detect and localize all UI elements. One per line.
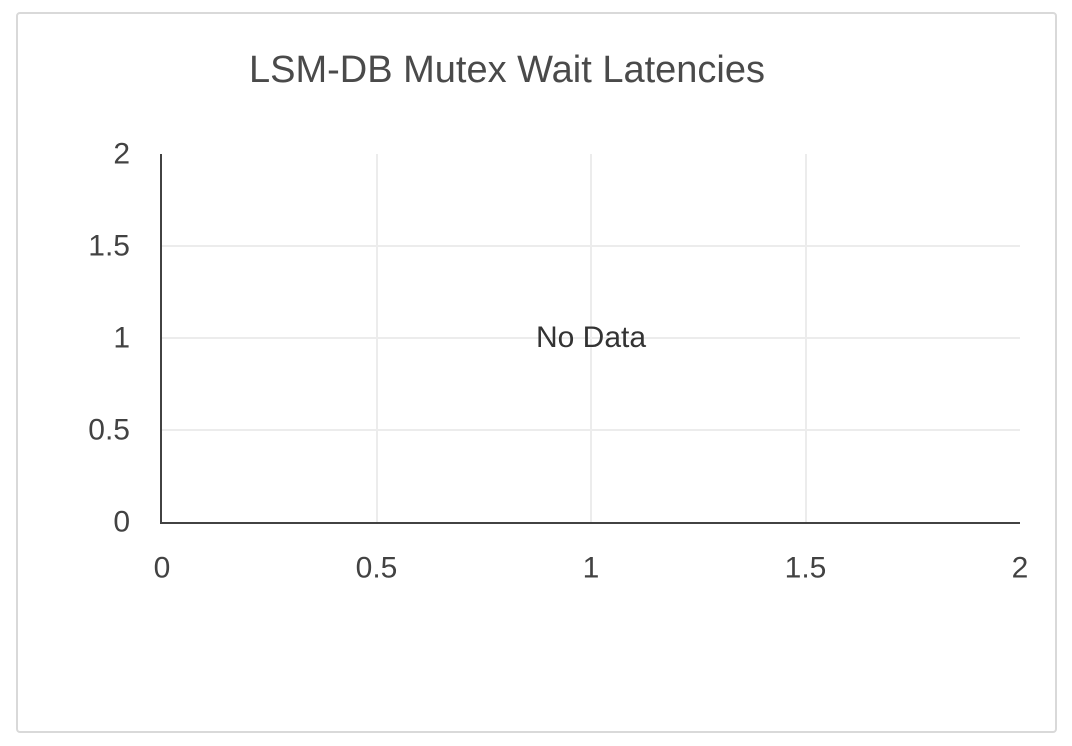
y-axis-tick-label: 0 xyxy=(113,505,130,539)
x-axis-tick-label: 1 xyxy=(582,551,600,585)
horizontal-gridline xyxy=(162,337,1020,339)
x-axis-tick-label: 0 xyxy=(153,551,171,585)
horizontal-gridline xyxy=(162,429,1020,431)
y-axis-tick-label: 1.5 xyxy=(88,229,130,263)
x-axis-tick-label: 1.5 xyxy=(784,551,827,585)
no-data-label: No Data xyxy=(535,321,647,354)
x-axis-tick-label: 0.5 xyxy=(355,551,398,585)
x-axis-tick-label: 2 xyxy=(1011,551,1029,585)
gridlines xyxy=(162,154,1020,522)
horizontal-gridline xyxy=(162,245,1020,247)
y-axis-tick-label: 2 xyxy=(113,137,130,171)
chart-title: LSM-DB Mutex Wait Latencies xyxy=(249,49,765,91)
y-axis-tick-label: 1 xyxy=(113,321,130,355)
chart-panel: LSM-DB Mutex Wait Latencies No Data 0 0.5… xyxy=(16,12,1057,733)
plot-area: No Data xyxy=(160,154,1020,524)
y-axis-tick-label: 0.5 xyxy=(88,413,130,447)
